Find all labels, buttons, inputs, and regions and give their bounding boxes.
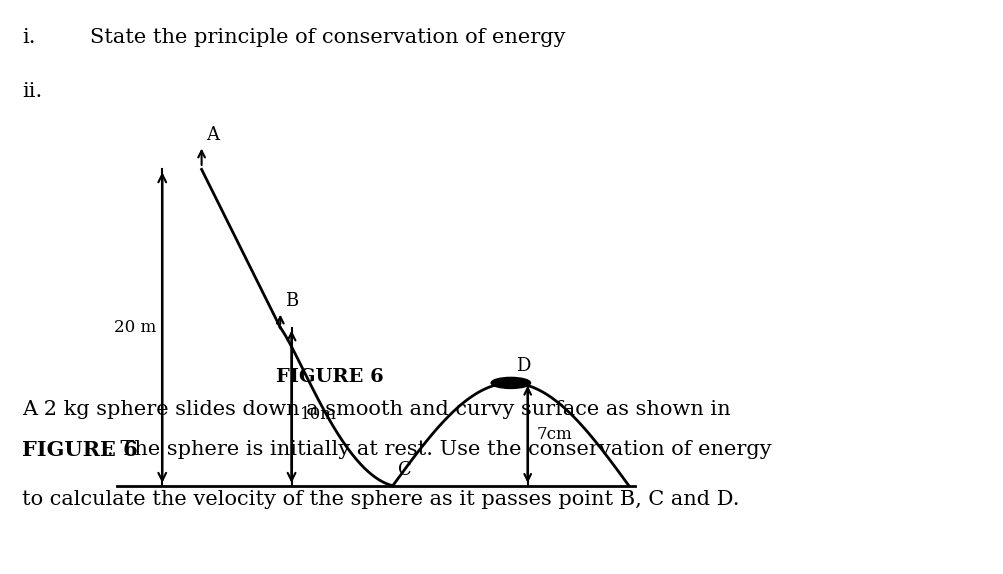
Circle shape xyxy=(490,377,530,389)
Text: . The sphere is initially at rest. Use the conservation of energy: . The sphere is initially at rest. Use t… xyxy=(107,440,771,459)
Text: FIGURE 6: FIGURE 6 xyxy=(276,368,383,386)
Text: State the principle of conservation of energy: State the principle of conservation of e… xyxy=(90,28,565,47)
Text: B: B xyxy=(285,292,298,310)
Text: ii.: ii. xyxy=(22,82,42,101)
Text: 7cm: 7cm xyxy=(536,426,572,443)
Text: A 2 kg sphere slides down a smooth and curvy surface as shown in: A 2 kg sphere slides down a smooth and c… xyxy=(22,400,730,419)
Text: 10m: 10m xyxy=(300,406,337,423)
Text: to calculate the velocity of the sphere as it passes point B, C and D.: to calculate the velocity of the sphere … xyxy=(22,490,739,509)
Text: C: C xyxy=(398,461,411,479)
Text: D: D xyxy=(516,357,531,375)
Text: i.: i. xyxy=(22,28,35,47)
Text: 20 m: 20 m xyxy=(114,319,156,336)
Text: FIGURE 6: FIGURE 6 xyxy=(22,440,137,460)
Text: A: A xyxy=(206,126,219,144)
